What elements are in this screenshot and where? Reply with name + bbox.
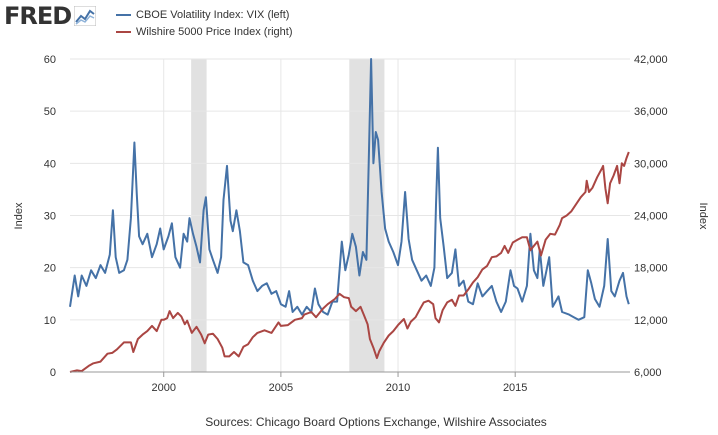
- legend-item-vix[interactable]: CBOE Volatility Index: VIX (left): [116, 6, 293, 23]
- left-tick-label: 30: [44, 211, 56, 223]
- right-tick-label: 36,000: [634, 106, 668, 118]
- left-tick-label: 50: [44, 106, 56, 118]
- legend-swatch-vix: [116, 13, 131, 16]
- source-note: Sources: Chicago Board Options Exchange,…: [205, 415, 547, 429]
- axes: 0 6,000 10 12,000 20 18,000 30 24,000 40 30,000 50…: [44, 54, 668, 394]
- legend-label-wilshire: Wilshire 5000 Price Index (right): [136, 25, 293, 38]
- fred-logo-text: FRED: [4, 2, 72, 30]
- chart-legend: CBOE Volatility Index: VIX (left) Wilshi…: [116, 6, 293, 40]
- legend-item-wilshire[interactable]: Wilshire 5000 Price Index (right): [116, 23, 293, 40]
- right-axis-label: Index: [697, 203, 709, 230]
- left-axis-label: Index: [13, 202, 25, 229]
- right-tick-label: 42,000: [634, 54, 668, 66]
- series-lines: [69, 58, 630, 373]
- left-tick-label: 40: [44, 158, 56, 170]
- left-tick-label: 20: [44, 263, 56, 275]
- legend-swatch-wilshire: [116, 30, 131, 33]
- left-tick-label: 60: [44, 54, 56, 66]
- fred-logo[interactable]: FRED: [4, 2, 97, 30]
- x-tick-label: 2005: [269, 382, 293, 394]
- right-tick-label: 30,000: [634, 158, 668, 170]
- x-tick-label: 2010: [386, 382, 410, 394]
- x-tick-label: 2000: [151, 382, 175, 394]
- x-tick-label: 2015: [503, 382, 527, 394]
- series-line-wilshire: [69, 151, 630, 373]
- right-tick-label: 12,000: [634, 315, 668, 327]
- left-tick-label: 0: [50, 367, 56, 379]
- right-tick-label: 6,000: [634, 367, 662, 379]
- line-chart-icon: [74, 6, 97, 26]
- left-tick-label: 10: [44, 315, 56, 327]
- right-tick-label: 18,000: [634, 263, 668, 275]
- series-line-vix: [69, 58, 630, 321]
- right-tick-label: 24,000: [634, 211, 668, 223]
- legend-label-vix: CBOE Volatility Index: VIX (left): [136, 8, 290, 21]
